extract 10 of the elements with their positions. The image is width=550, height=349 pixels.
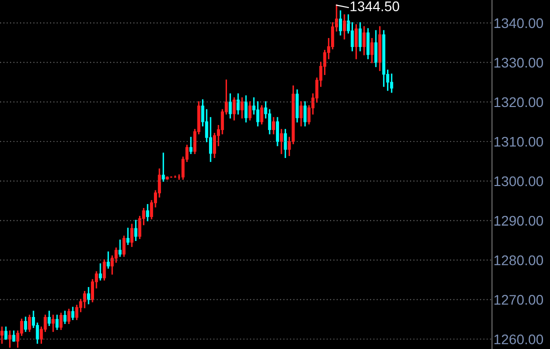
y-tick-label: 1290.00 [494, 216, 544, 226]
y-tick-label: 1260.00 [494, 334, 544, 344]
y-tick-label: 1280.00 [494, 255, 544, 266]
y-tick-label: 1340.00 [494, 18, 544, 28]
y-tick-label: 1270.00 [494, 294, 544, 305]
y-tick-label: 1300.00 [494, 176, 544, 186]
y-tick-label: 1330.00 [494, 58, 544, 68]
y-tick-label: 1310.00 [494, 136, 544, 147]
annotation: 1344.50 [350, 1, 400, 12]
y-tick-label: 1320.00 [494, 97, 544, 108]
